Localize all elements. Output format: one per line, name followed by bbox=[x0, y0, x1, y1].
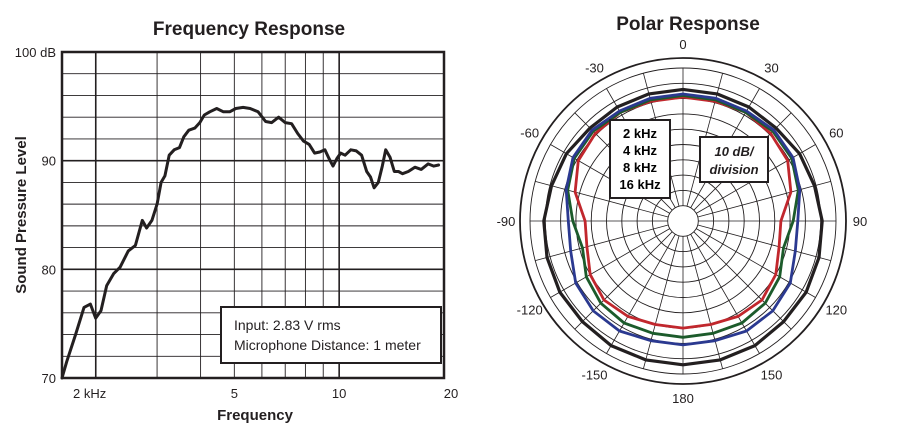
polar-angle-label: 120 bbox=[825, 303, 847, 318]
fr-y-axis-label: Sound Pressure Level bbox=[13, 136, 30, 294]
polar-division-note: 10 dB/ division bbox=[699, 136, 769, 183]
legend-entry-2khz: 2 kHz bbox=[623, 126, 657, 141]
polar-ring bbox=[529, 67, 837, 375]
polar-angle-label: 60 bbox=[829, 126, 843, 141]
fr-y-tick-label: 90 bbox=[42, 154, 56, 169]
polar-division-line2: division bbox=[709, 162, 758, 177]
legend-entry-8khz: 8 kHz bbox=[623, 160, 657, 175]
polar-ring bbox=[560, 98, 806, 344]
polar-series bbox=[542, 87, 824, 367]
fr-y-tick-labels: 70 80 90 100 dB bbox=[15, 45, 56, 386]
polar-angle-labels: 0 30 60 90 120 150 180 -150 -120 -90 -60 -30 bbox=[497, 37, 868, 406]
polar-spoke bbox=[696, 228, 816, 298]
polar-spoke bbox=[697, 224, 831, 261]
fr-series-line bbox=[60, 105, 441, 380]
polar-spoke bbox=[550, 228, 670, 298]
polar-angle-label: 150 bbox=[761, 367, 783, 382]
polar-outer-ring bbox=[519, 57, 847, 385]
polar-angle-label: 180 bbox=[672, 391, 694, 406]
fr-y-tick-label: 70 bbox=[42, 371, 56, 386]
fr-plot-frame bbox=[60, 50, 446, 380]
polar-title: Polar Response bbox=[616, 14, 760, 35]
polar-angle-label: -120 bbox=[517, 303, 543, 318]
polar-spoke bbox=[535, 224, 669, 261]
polar-series-2khz bbox=[542, 87, 824, 367]
polar-series-8khz bbox=[566, 94, 800, 339]
polar-grid bbox=[519, 57, 847, 385]
fr-x-axis-label: Frequency bbox=[217, 407, 294, 424]
polar-ring bbox=[621, 159, 745, 283]
polar-spoke bbox=[535, 181, 669, 218]
fr-x-tick-label: 10 bbox=[332, 386, 346, 401]
polar-ring bbox=[590, 128, 776, 314]
fr-y-tick-label: 100 dB bbox=[15, 45, 56, 60]
polar-ring bbox=[636, 174, 730, 268]
fr-y-tick-label: 80 bbox=[42, 262, 56, 277]
polar-spoke bbox=[690, 234, 760, 354]
legend-entry-16khz: 16 kHz bbox=[619, 177, 661, 192]
legend-entry-4khz: 4 kHz bbox=[623, 143, 657, 158]
polar-response-chart: Polar Response 0 30 60 90 120 150 180 -150 -120 -… bbox=[497, 14, 868, 406]
polar-spoke bbox=[643, 235, 680, 369]
frequency-response-chart: Frequency Response 70 80 90 100 dB 2 kHz 5 10… bbox=[13, 19, 458, 424]
polar-angle-label: -150 bbox=[581, 367, 607, 382]
fr-x-tick-label: 20 bbox=[444, 386, 458, 401]
fr-annotation-distance: Microphone Distance: 1 meter bbox=[234, 337, 421, 353]
polar-ring bbox=[651, 189, 715, 253]
polar-spoke bbox=[693, 231, 792, 330]
polar-division-frame bbox=[699, 136, 769, 183]
polar-division-line1: 10 dB/ bbox=[714, 144, 754, 159]
polar-legend-frame bbox=[609, 119, 671, 199]
polar-spoke bbox=[574, 231, 673, 330]
polar-angle-label: 0 bbox=[679, 37, 686, 52]
polar-angle-label: 90 bbox=[853, 214, 867, 229]
polar-series-4khz bbox=[564, 92, 802, 347]
polar-spoke bbox=[697, 181, 831, 218]
fr-x-tick-label: 5 bbox=[231, 386, 238, 401]
fr-x-tick-label: 2 kHz bbox=[73, 386, 106, 401]
polar-ring bbox=[606, 144, 760, 298]
polar-angle-label: 30 bbox=[764, 61, 778, 76]
polar-angle-label: -90 bbox=[497, 214, 516, 229]
fr-title: Frequency Response bbox=[153, 19, 345, 40]
polar-angle-label: -30 bbox=[585, 61, 604, 76]
polar-spoke bbox=[686, 235, 723, 369]
polar-angle-label: -60 bbox=[520, 126, 539, 141]
polar-ring bbox=[667, 205, 699, 237]
fr-annotation-input: Input: 2.83 V rms bbox=[234, 317, 341, 333]
polar-spoke bbox=[606, 234, 676, 354]
polar-series-16khz bbox=[573, 95, 793, 330]
fr-annotation-box: Input: 2.83 V rms Microphone Distance: 1… bbox=[220, 306, 442, 364]
fr-x-tick-labels: 2 kHz 5 10 20 bbox=[73, 386, 458, 401]
fr-annotation-frame bbox=[220, 306, 442, 364]
polar-legend: 2 kHz 4 kHz 8 kHz 16 kHz bbox=[609, 119, 671, 199]
